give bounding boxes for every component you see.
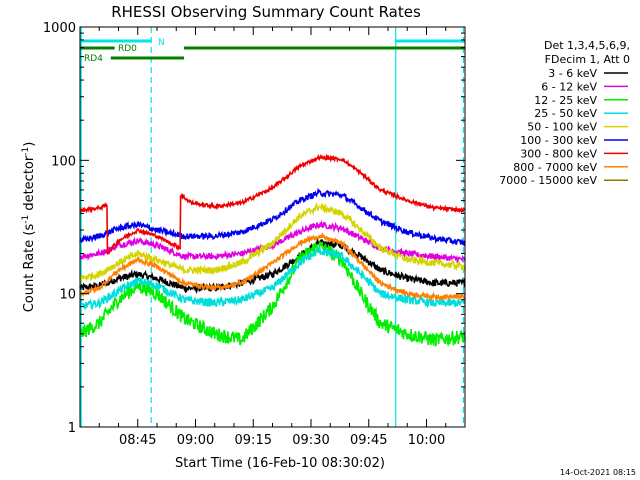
series-line-6 [79, 153, 466, 255]
plot-frame [79, 26, 466, 428]
legend-label-1: 6 - 12 keV [541, 80, 597, 93]
x-tick-label-1: 09:00 [177, 433, 214, 448]
x-tick-label-4: 09:45 [350, 433, 387, 448]
flag-rd0-label: RD0 [118, 44, 137, 54]
legend-label-5: 100 - 300 keV [520, 134, 597, 147]
flag-bars: N RD0 RD4 [80, 38, 465, 64]
axes: 08:45 09:00 09:15 09:30 09:45 10:00 1 10 100 1000 [43, 21, 466, 448]
x-axis-label: Start Time (16-Feb-10 08:30:02) [175, 456, 385, 471]
x-tick-label-5: 10:00 [408, 433, 445, 448]
x-tick-label-2: 09:15 [235, 433, 272, 448]
y-tick-label-3: 1000 [43, 21, 76, 36]
legend: Det 1,3,4,5,6,9, FDecim 1, Att 0 3 - 6 k… [499, 39, 630, 187]
legend-header-line-2: FDecim 1, Att 0 [545, 53, 630, 66]
series-line-0 [79, 237, 466, 295]
legend-label-0: 3 - 6 keV [548, 67, 597, 80]
legend-label-6: 300 - 800 keV [520, 147, 597, 160]
x-tick-label-0: 08:45 [119, 433, 156, 448]
series-line-1 [79, 220, 466, 264]
footer-timestamp: 14-Oct-2021 08:15 [560, 468, 636, 477]
legend-label-7: 800 - 7000 keV [513, 161, 597, 174]
series-line-4 [79, 201, 466, 283]
series-line-7 [79, 232, 466, 302]
legend-label-2: 12 - 25 keV [534, 94, 597, 107]
y-tick-label-1: 10 [59, 288, 76, 303]
plot-area [79, 27, 466, 427]
chart-title: RHESSI Observing Summary Count Rates [111, 3, 421, 21]
legend-label-4: 50 - 100 keV [527, 121, 597, 134]
y-axis-label: Count Rate (s-1 detector-1) [21, 142, 37, 313]
y-tick-label-2: 100 [51, 154, 76, 169]
legend-header-line-1: Det 1,3,4,5,6,9, [544, 39, 630, 52]
series-line-3 [79, 246, 466, 310]
legend-label-3: 25 - 50 keV [534, 107, 597, 120]
x-tick-label-3: 09:30 [292, 433, 329, 448]
y-tick-label-0: 1 [68, 421, 76, 436]
series-line-5 [79, 187, 466, 247]
legend-label-8: 7000 - 15000 keV [499, 174, 597, 187]
flag-rd4-label: RD4 [84, 54, 103, 64]
series-line-2 [79, 241, 466, 347]
flag-n-label: N [158, 38, 165, 48]
